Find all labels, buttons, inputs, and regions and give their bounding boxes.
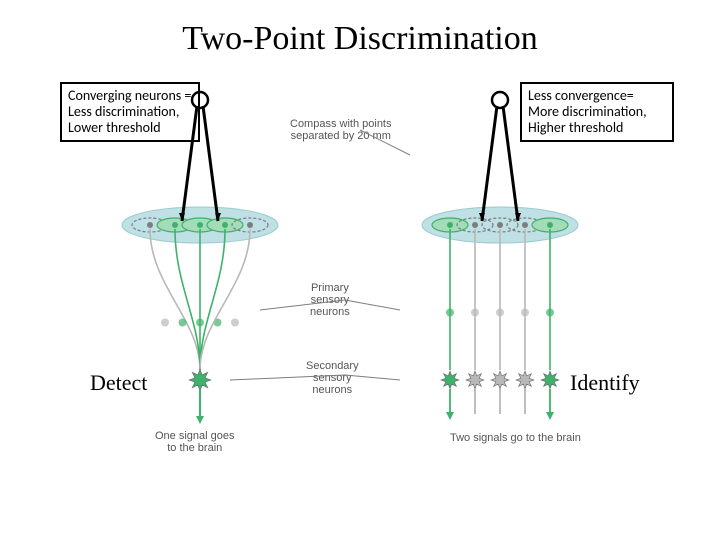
diagram-svg (0, 0, 720, 540)
